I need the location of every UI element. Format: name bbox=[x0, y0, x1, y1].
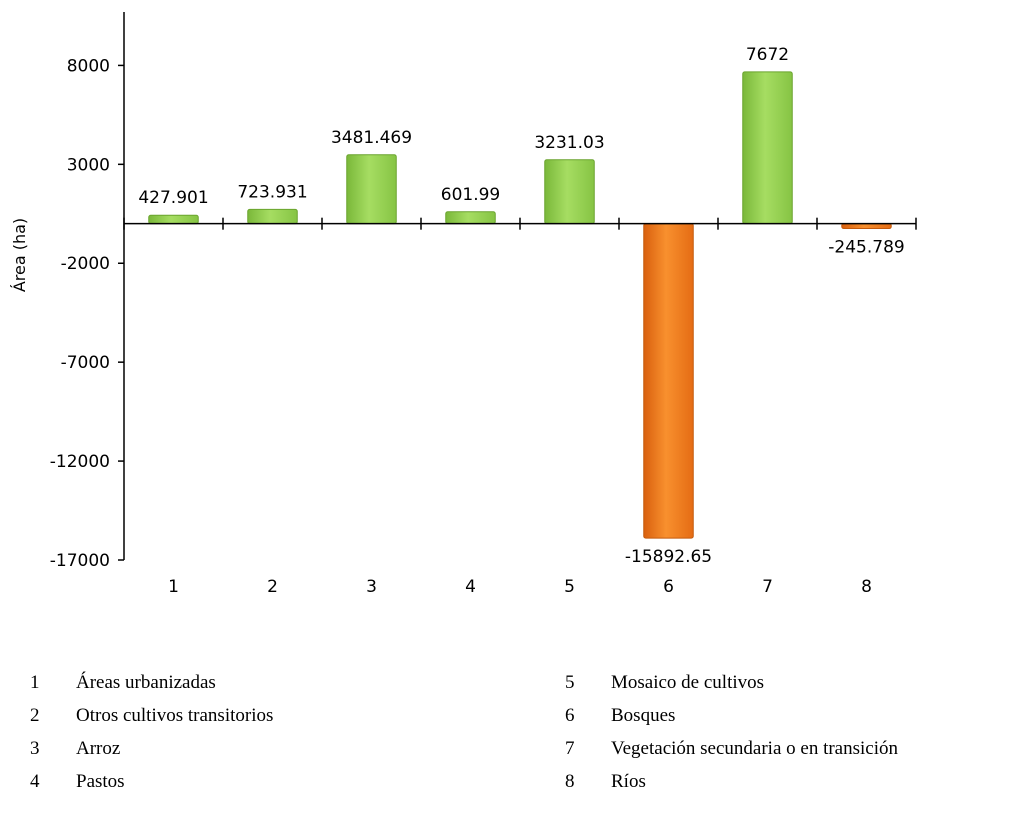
data-labels: 427.901 723.931 3481.469 601.99 3231.03 -1589… bbox=[138, 45, 904, 567]
y-tick-label: 8000 bbox=[67, 56, 110, 76]
bar bbox=[148, 214, 199, 225]
legend-number: 7 bbox=[565, 738, 575, 759]
y-tick-label: -7000 bbox=[61, 353, 110, 373]
legend-label: Áreas urbanizadas bbox=[76, 672, 216, 693]
legend-label: Otros cultivos transitorios bbox=[76, 705, 274, 726]
data-label: 3231.03 bbox=[534, 133, 604, 153]
x-tick-label: 7 bbox=[762, 577, 773, 597]
data-label: 3481.469 bbox=[331, 128, 412, 148]
x-tick-label: 3 bbox=[366, 577, 377, 597]
bar bbox=[544, 159, 595, 225]
x-tick-label: 2 bbox=[267, 577, 278, 597]
legend: 1 Áreas urbanizadas 2 Otros cultivos tra… bbox=[30, 672, 1030, 807]
y-tick-label: -17000 bbox=[50, 551, 110, 571]
bar bbox=[247, 208, 298, 225]
legend-number: 1 bbox=[30, 672, 40, 693]
legend-number: 8 bbox=[565, 771, 575, 792]
bar-chart: Área (ha) 8000 3000 -2000 -7000 -12000 -17000… bbox=[10, 12, 917, 597]
data-label: -245.789 bbox=[828, 238, 904, 258]
bars bbox=[148, 71, 892, 539]
legend-number: 6 bbox=[565, 705, 575, 726]
data-label: 427.901 bbox=[138, 188, 208, 208]
x-tick-label: 4 bbox=[465, 577, 476, 597]
bar bbox=[742, 71, 793, 225]
legend-label: Ríos bbox=[611, 771, 646, 792]
y-axis-title: Área (ha) bbox=[10, 218, 29, 292]
y-tick-label: 3000 bbox=[67, 155, 110, 175]
legend-number: 4 bbox=[30, 771, 40, 792]
y-tick-label: -2000 bbox=[61, 254, 110, 274]
data-label: 723.931 bbox=[237, 182, 307, 202]
x-axis: 1 2 3 4 5 6 7 8 bbox=[123, 217, 917, 597]
x-tick-label: 6 bbox=[663, 577, 674, 597]
data-label: 601.99 bbox=[441, 185, 500, 205]
bar bbox=[346, 154, 397, 225]
legend-label: Bosques bbox=[611, 705, 676, 726]
bar bbox=[445, 211, 496, 225]
x-tick-label: 5 bbox=[564, 577, 575, 597]
legend-label: Pastos bbox=[76, 771, 125, 792]
bar bbox=[643, 223, 694, 539]
legend-label: Arroz bbox=[76, 738, 121, 759]
y-axis: 8000 3000 -2000 -7000 -12000 -17000 bbox=[50, 12, 125, 571]
legend-label: Vegetación secundaria o en transición bbox=[611, 738, 898, 759]
legend-number: 3 bbox=[30, 738, 40, 759]
x-tick-label: 1 bbox=[168, 577, 179, 597]
data-label: 7672 bbox=[746, 45, 789, 65]
x-tick-label: 8 bbox=[861, 577, 872, 597]
legend-label: Mosaico de cultivos bbox=[611, 672, 765, 693]
legend-number: 2 bbox=[30, 705, 40, 726]
legend-number: 5 bbox=[565, 672, 575, 693]
y-tick-label: -12000 bbox=[50, 452, 110, 472]
data-label: -15892.65 bbox=[625, 547, 712, 567]
